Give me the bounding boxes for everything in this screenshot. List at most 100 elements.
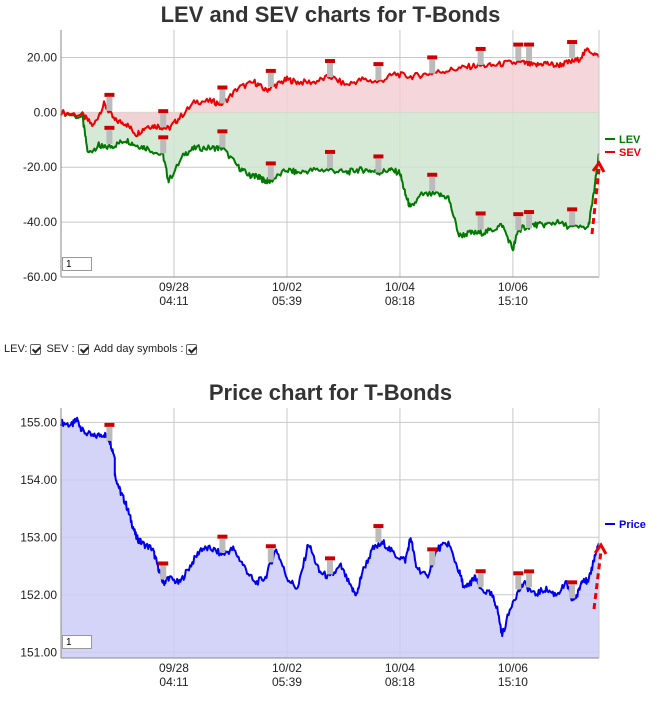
- day-symbol-marker: [265, 161, 276, 180]
- legend-label-lev: LEV: [619, 134, 641, 146]
- price-xtick-time: 05:39: [272, 675, 302, 689]
- marker-top: [325, 59, 335, 64]
- marker-body: [219, 133, 226, 148]
- series-line-price: [60, 416, 600, 638]
- day-symbol-marker: [427, 172, 438, 191]
- sev-label: SEV :: [46, 343, 75, 355]
- marker-top: [104, 125, 115, 130]
- lev-sev-xtick-time: 04:11: [159, 294, 188, 308]
- marker-top: [567, 207, 578, 212]
- marker-body: [477, 50, 484, 65]
- marker-top: [104, 422, 115, 427]
- marker-body: [477, 215, 484, 230]
- price-ytick-label: 155.00: [20, 415, 57, 429]
- marker-top: [265, 68, 276, 73]
- series-line-lev: [60, 109, 600, 252]
- lev-sev-xtick-time: 05:39: [272, 294, 302, 308]
- marker-body: [526, 46, 533, 61]
- series-area-lev: [61, 110, 599, 251]
- marker-top: [427, 547, 438, 552]
- lev-sev-chart-title: LEV and SEV charts for T-Bonds: [160, 2, 501, 27]
- day-symbol-marker: [524, 210, 535, 229]
- day-symbol-marker: [513, 571, 524, 590]
- price-ytick-label: 154.00: [20, 473, 57, 487]
- trend-arrow: [590, 168, 601, 235]
- day-symbol-marker: [513, 212, 524, 231]
- marker-top: [158, 135, 169, 140]
- lev-sev-zoom-input[interactable]: 1: [62, 257, 92, 271]
- day-symbol-marker: [373, 524, 384, 543]
- price-ytick-label: 153.00: [20, 530, 57, 544]
- day-symbol-marker: [427, 55, 438, 74]
- day-symbol-marker: [217, 534, 228, 553]
- marker-body: [429, 176, 436, 191]
- day-symbol-marker: [104, 92, 115, 111]
- day-symbol-marker: [524, 569, 535, 588]
- sev-checkbox[interactable]: [77, 343, 89, 355]
- day-symbol-marker: [325, 556, 335, 575]
- price-ytick-label: 151.00: [20, 645, 57, 659]
- lev-sev-xtick-time: 08:18: [385, 294, 415, 308]
- marker-top: [373, 62, 384, 67]
- marker-top: [475, 211, 486, 216]
- marker-top: [325, 149, 335, 154]
- marker-body: [526, 573, 533, 588]
- marker-top: [567, 580, 578, 585]
- marker-body: [160, 139, 167, 154]
- marker-body: [106, 96, 113, 111]
- series-area-sev: [61, 48, 599, 137]
- legend-label-sev: SEV: [619, 147, 642, 159]
- lev-label: LEV:: [4, 343, 28, 355]
- marker-top: [427, 55, 438, 60]
- marker-top: [524, 42, 535, 47]
- day-symbol-marker: [158, 109, 169, 128]
- marker-body: [515, 216, 522, 231]
- day-symbol-marker: [513, 42, 524, 61]
- marker-top: [265, 544, 276, 549]
- lev-sev-xtick-date: 10/06: [498, 280, 528, 294]
- marker-top: [524, 210, 535, 215]
- day-symbol-marker: [325, 59, 335, 78]
- legend-label-price: Price: [619, 519, 646, 531]
- marker-body: [569, 211, 576, 226]
- marker-top: [475, 569, 486, 574]
- price-xtick-date: 10/02: [272, 661, 302, 675]
- day-symbol-marker: [217, 129, 228, 148]
- day-symbols-checkbox[interactable]: [186, 343, 198, 355]
- price-xtick-date: 10/06: [498, 661, 528, 675]
- marker-top: [513, 42, 524, 47]
- day-symbol-marker: [373, 154, 384, 173]
- day-symbol-marker: [158, 135, 169, 154]
- day-symbol-marker: [158, 561, 169, 580]
- series-line-sev: [60, 47, 600, 138]
- marker-top: [217, 85, 228, 90]
- day-symbol-marker: [104, 125, 115, 144]
- marker-top: [265, 161, 276, 166]
- day-symbol-marker: [325, 149, 335, 168]
- marker-body: [375, 66, 382, 81]
- marker-top: [104, 92, 115, 97]
- chart-controls: LEV: SEV : Add day symbols :: [4, 343, 198, 355]
- price-zoom-input[interactable]: 1: [62, 635, 92, 649]
- marker-body: [515, 46, 522, 61]
- marker-body: [267, 165, 274, 180]
- marker-body: [106, 129, 113, 144]
- day-symbol-marker: [475, 569, 486, 588]
- lev-sev-ytick-label: 0.00: [34, 105, 58, 119]
- price-xtick-time: 04:11: [159, 675, 188, 689]
- day-symbol-marker: [567, 580, 578, 599]
- lev-sev-ytick-label: -60.00: [23, 270, 57, 284]
- marker-top: [158, 109, 169, 114]
- marker-body: [219, 538, 226, 553]
- day-symbol-marker: [265, 544, 276, 563]
- day-symbol-marker: [524, 42, 535, 61]
- lev-checkbox[interactable]: [30, 343, 42, 355]
- day-symbol-marker: [217, 85, 228, 104]
- marker-top: [475, 46, 486, 51]
- marker-body: [375, 528, 382, 543]
- day-symbol-marker: [475, 46, 486, 65]
- marker-body: [160, 113, 167, 128]
- day-symbol-marker: [427, 547, 438, 566]
- marker-top: [524, 569, 535, 574]
